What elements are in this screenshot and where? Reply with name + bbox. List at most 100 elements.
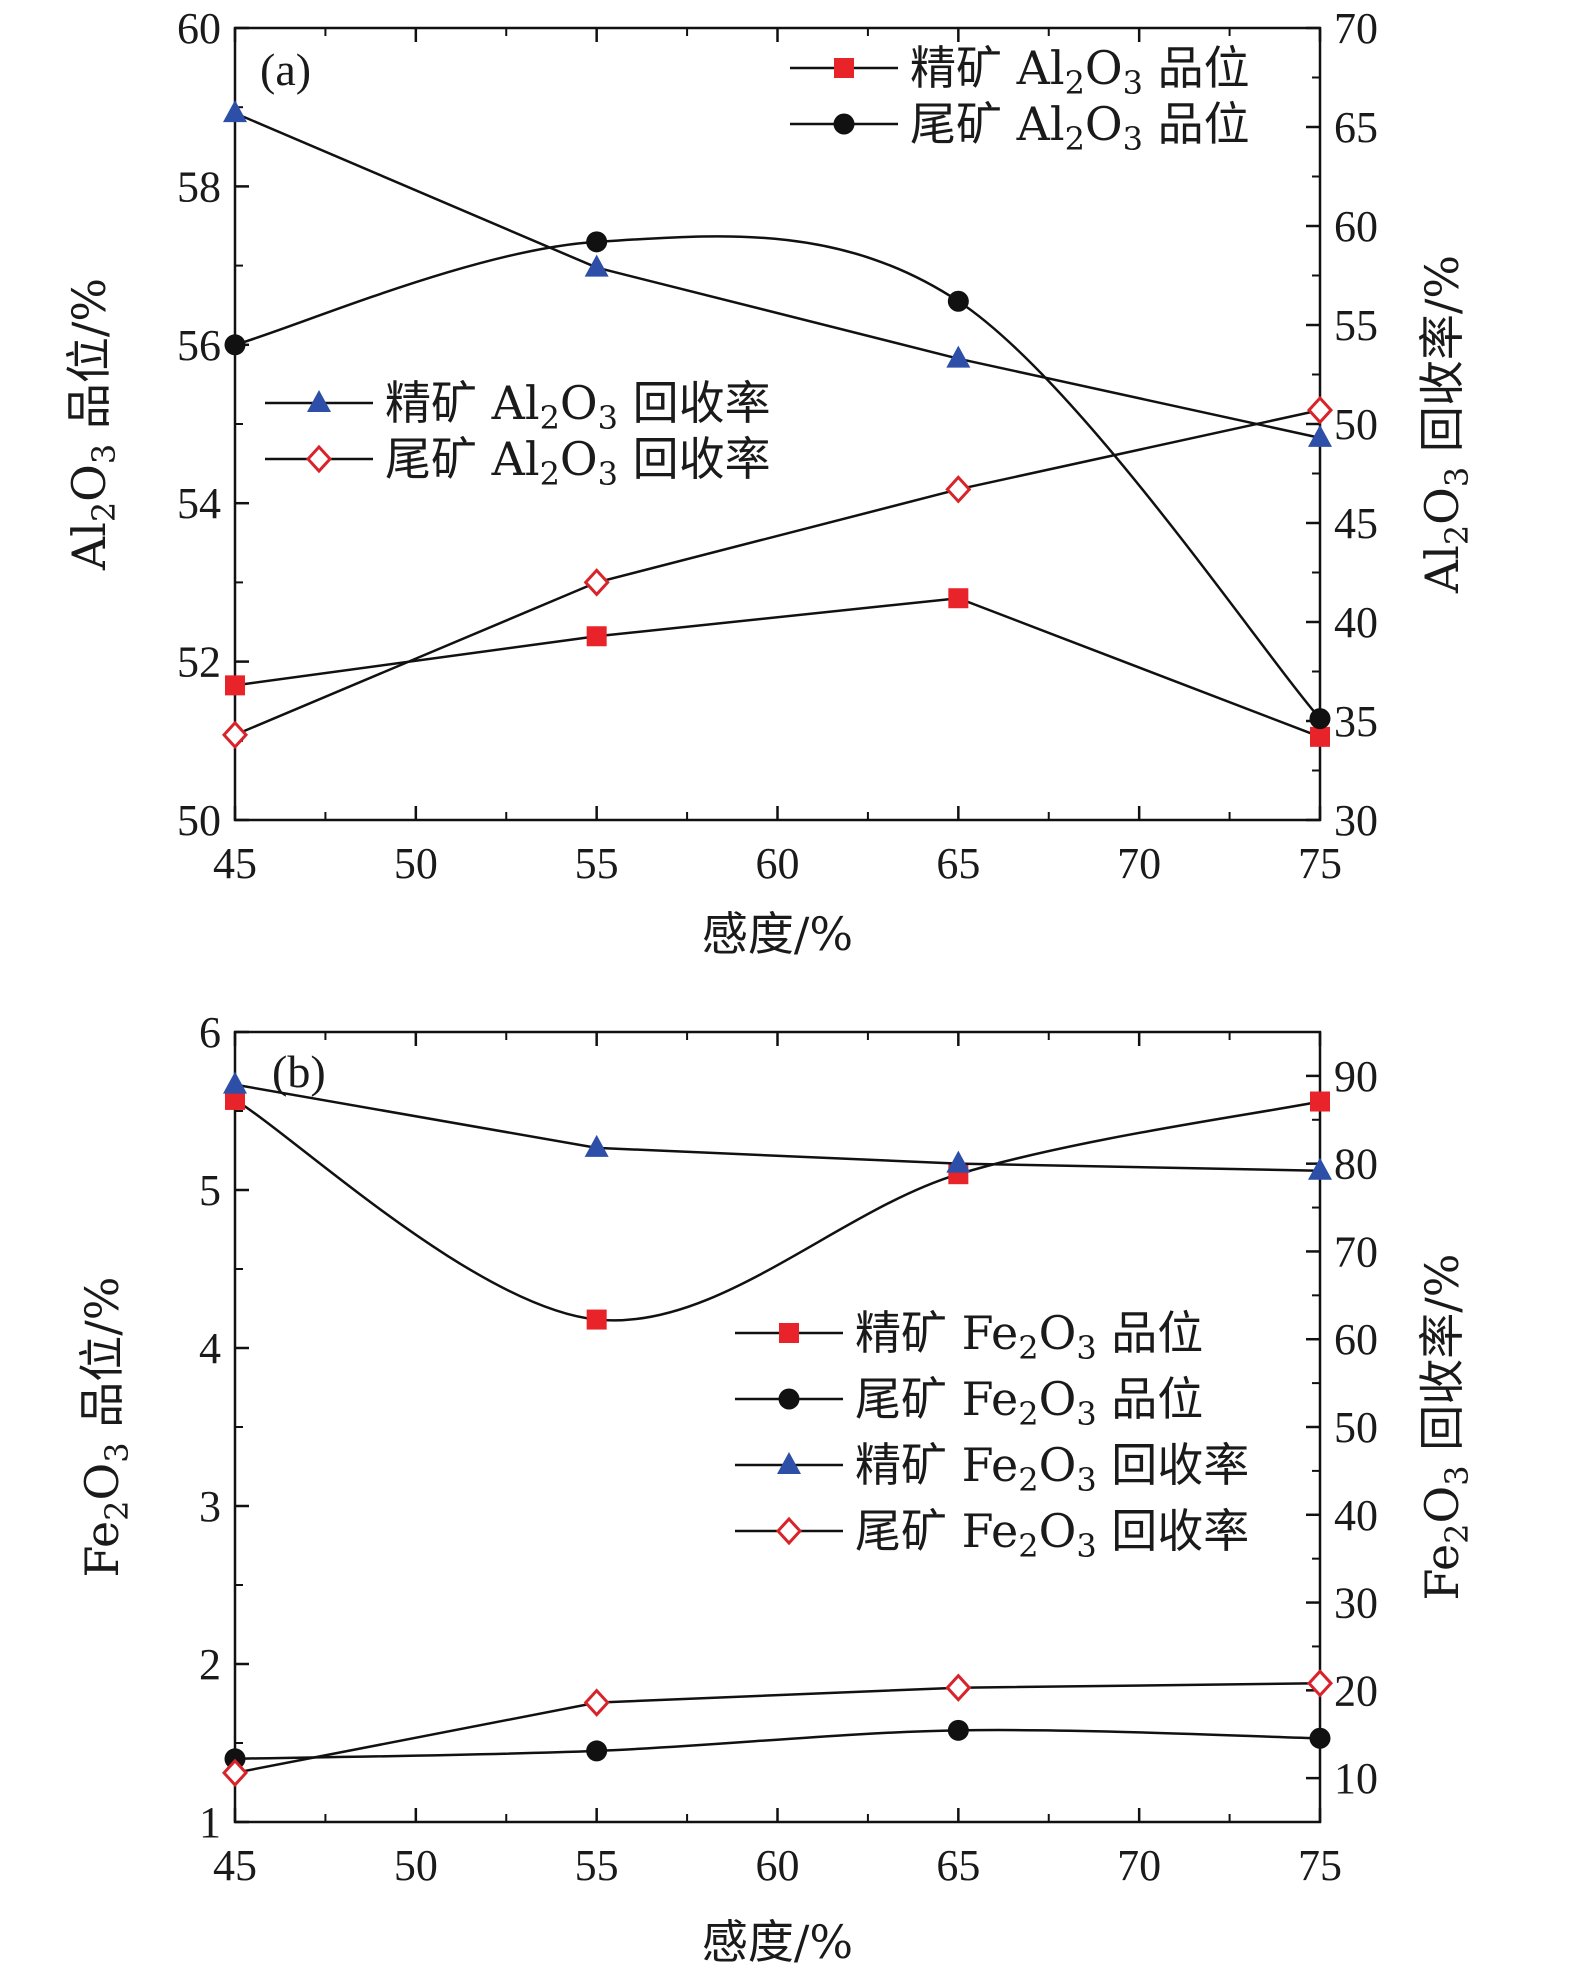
legend-label: 尾矿 Fe2O3 回收率: [855, 1504, 1249, 1565]
x-tick-label: 45: [213, 1841, 257, 1890]
data-point: [221, 720, 249, 750]
data-point: [586, 231, 608, 253]
data-point: [1306, 395, 1334, 425]
data-point: [1308, 1157, 1332, 1180]
legend-marker: [775, 1516, 803, 1546]
y-left-tick-label: 50: [177, 796, 221, 845]
y-right-tick-label: 50: [1334, 400, 1378, 449]
x-tick-label: 55: [575, 1841, 619, 1890]
y-right-tick-label: 45: [1334, 499, 1378, 548]
data-point: [946, 1150, 971, 1173]
legend-label: 精矿 Al2O3 回收率: [385, 376, 771, 437]
legend-label: 尾矿 Al2O3 回收率: [385, 432, 771, 493]
y-right-tick-label: 50: [1334, 1403, 1378, 1452]
data-point: [586, 1740, 608, 1762]
x-tick-label: 60: [756, 839, 800, 888]
series-2: [223, 100, 1332, 447]
y-left-tick-label: 2: [199, 1640, 221, 1689]
data-point: [224, 334, 246, 356]
legend-label: 精矿 Fe2O3 品位: [855, 1306, 1203, 1367]
y-left-tick-label: 1: [199, 1798, 221, 1847]
x-tick-label: 60: [756, 1841, 800, 1890]
x-tick-label: 75: [1298, 1841, 1342, 1890]
y-right-axis-label: Al2O3 回收率/%: [1415, 255, 1476, 594]
legend-entry: 精矿 Fe2O3 品位: [735, 1306, 1203, 1367]
series-line: [234, 1083, 1321, 1172]
legend-entry: 精矿 Al2O3 品位: [790, 41, 1250, 102]
y-right-axis-label: Fe2O3 回收率/%: [1415, 1254, 1476, 1601]
legend-entry: 尾矿 Fe2O3 品位: [735, 1372, 1203, 1433]
data-point: [584, 1134, 609, 1157]
x-tick-label: 70: [1117, 839, 1161, 888]
data-point: [948, 588, 969, 609]
legend-marker: [834, 58, 854, 78]
y-right-tick-label: 30: [1334, 1579, 1378, 1628]
data-point: [583, 568, 610, 597]
series-1: [224, 231, 1331, 730]
legend-marker: [305, 444, 333, 474]
chart-panel-b: 45 50 55 60 65 70 75123456102030405060708090感度…: [75, 1008, 1476, 1969]
legend-label: 精矿 Fe2O3 回收率: [855, 1438, 1249, 1499]
data-point: [223, 100, 247, 123]
series-line: [234, 235, 1321, 720]
y-right-tick-label: 30: [1334, 796, 1378, 845]
y-right-tick-label: 80: [1334, 1140, 1378, 1189]
legend-entry: 尾矿 Al2O3 品位: [790, 97, 1250, 158]
y-right-tick-label: 60: [1334, 202, 1378, 251]
data-point: [225, 675, 245, 696]
legend-marker: [778, 1388, 800, 1410]
x-axis-label: 感度/%: [702, 907, 853, 961]
legend-entry: 精矿 Al2O3 回收率: [265, 376, 771, 437]
y-right-tick-label: 90: [1334, 1052, 1378, 1101]
y-right-tick-label: 70: [1334, 4, 1378, 53]
data-point: [1310, 1091, 1330, 1112]
legend-entry: 尾矿 Fe2O3 回收率: [735, 1504, 1249, 1565]
data-point: [947, 290, 969, 312]
series-line: [234, 596, 1321, 739]
y-right-tick-label: 65: [1334, 103, 1378, 152]
y-left-axis-label: Al2O3 品位/%: [62, 278, 123, 571]
data-point: [1308, 424, 1332, 447]
chart-panel-a: 45 50 55 60 65 70 7550525456586030354045505560…: [62, 4, 1476, 961]
y-right-tick-label: 20: [1334, 1666, 1378, 1715]
x-tick-label: 50: [394, 839, 438, 888]
data-point: [221, 1758, 249, 1788]
series-3: [221, 395, 1334, 750]
y-right-tick-label: 70: [1334, 1227, 1378, 1276]
series-line: [234, 111, 1321, 440]
series-3: [221, 1669, 1334, 1788]
legend-label: 精矿 Al2O3 品位: [910, 41, 1250, 102]
data-point: [223, 1071, 247, 1094]
series-line: [234, 1728, 1321, 1761]
panel-label: (a): [260, 44, 311, 95]
data-point: [945, 1673, 972, 1702]
series-line: [234, 408, 1321, 737]
y-right-tick-label: 40: [1334, 598, 1378, 647]
data-point: [947, 1719, 969, 1741]
legend-label: 尾矿 Al2O3 品位: [910, 97, 1250, 158]
y-left-tick-label: 4: [199, 1324, 221, 1373]
legend-marker: [777, 1452, 801, 1474]
legend-marker: [779, 1323, 799, 1343]
x-tick-label: 70: [1117, 1841, 1161, 1890]
data-point: [1306, 1669, 1334, 1698]
y-left-tick-label: 6: [199, 1008, 221, 1057]
y-left-tick-label: 54: [177, 479, 221, 528]
x-tick-label: 75: [1298, 839, 1342, 888]
data-point: [1309, 708, 1331, 730]
y-left-tick-label: 3: [199, 1482, 221, 1531]
data-point: [225, 1089, 245, 1110]
x-tick-label: 50: [394, 1841, 438, 1890]
panel-label: (b): [272, 1046, 326, 1097]
legend-entry: 尾矿 Al2O3 回收率: [265, 432, 771, 493]
series-line: [234, 1682, 1321, 1775]
series-line: [234, 1098, 1321, 1322]
y-left-tick-label: 58: [177, 162, 221, 211]
legend-marker: [307, 390, 331, 412]
x-tick-label: 45: [213, 839, 257, 888]
x-tick-label: 65: [936, 839, 980, 888]
data-point: [586, 1309, 607, 1330]
